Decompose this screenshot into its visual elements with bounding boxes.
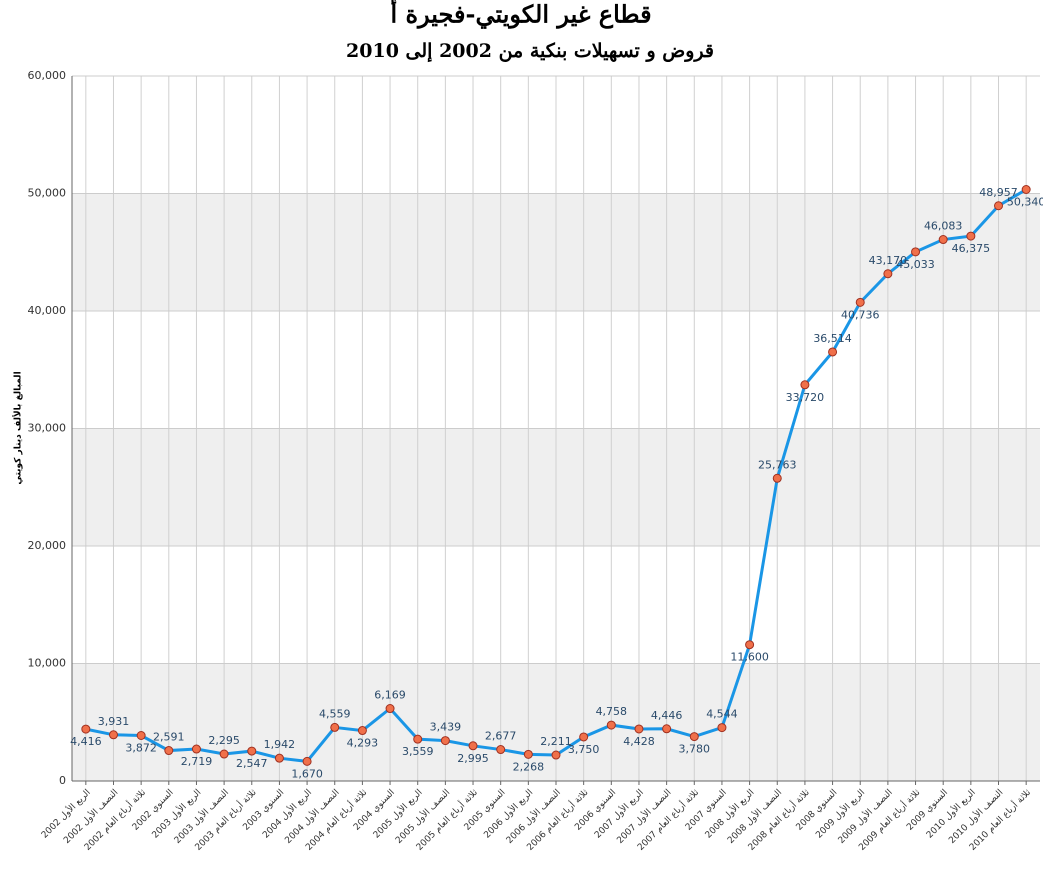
marker — [191, 744, 201, 754]
y-tick-label: 60,000 — [28, 69, 67, 82]
marker — [634, 724, 644, 734]
data-label: 25,763 — [758, 458, 797, 471]
marker — [966, 231, 976, 241]
x-tick-label: الربع الأول 2009 — [813, 786, 867, 840]
marker — [911, 247, 921, 257]
data-label: 2,547 — [236, 757, 268, 770]
data-label: 36,514 — [813, 332, 852, 345]
data-label: 40,736 — [841, 308, 880, 321]
data-label: 3,750 — [568, 743, 600, 756]
data-label: 2,268 — [513, 760, 545, 773]
data-label: 48,957 — [979, 186, 1018, 199]
x-tick-label: الربع الأول 2003 — [149, 786, 203, 840]
x-tick-label: الربع الأول 2005 — [370, 786, 424, 840]
chart-subtitle: قروض و تسهيلات بنكية من 2002 إلى 2010 — [346, 40, 714, 63]
data-label: 2,719 — [181, 755, 213, 768]
marker — [413, 734, 423, 744]
data-label: 2,995 — [457, 752, 489, 765]
marker — [302, 756, 312, 766]
marker — [828, 347, 838, 357]
data-label: 33,720 — [786, 391, 825, 404]
marker — [357, 726, 367, 736]
marker — [385, 704, 395, 714]
marker — [523, 749, 533, 759]
data-label: 2,677 — [485, 730, 517, 743]
data-label: 46,375 — [952, 242, 991, 255]
marker — [496, 745, 506, 755]
y-axis-label: المبالغ بالألف دينار كويتي — [12, 371, 24, 484]
data-label: 2,211 — [540, 735, 572, 748]
marker — [662, 724, 672, 734]
data-label: 4,559 — [319, 707, 351, 720]
data-label: 3,872 — [125, 742, 157, 755]
x-tick-label: الربع الأول 2002 — [39, 786, 93, 840]
data-label: 11,600 — [730, 651, 769, 664]
data-label: 2,591 — [153, 731, 185, 744]
x-tick-label: الربع الأول 2004 — [260, 786, 314, 840]
marker — [938, 235, 948, 245]
chart-title: قطاع غير الكويتي-فجيرة أ — [390, 0, 651, 30]
data-label: 45,033 — [896, 258, 935, 271]
marker — [136, 731, 146, 741]
marker — [247, 746, 257, 756]
data-label: 2,295 — [208, 734, 240, 747]
marker — [772, 473, 782, 483]
marker — [745, 640, 755, 650]
data-label: 4,446 — [651, 709, 683, 722]
marker — [800, 380, 810, 390]
y-tick-label: 40,000 — [28, 304, 67, 317]
data-label: 46,083 — [924, 220, 963, 233]
marker — [606, 720, 616, 730]
y-tick-label: 50,000 — [28, 187, 67, 200]
marker — [717, 723, 727, 733]
marker — [164, 746, 174, 756]
marker — [883, 269, 893, 279]
marker — [855, 297, 865, 307]
y-tick-label: 10,000 — [28, 657, 67, 670]
data-label: 50,340 — [1007, 196, 1043, 209]
data-label: 1,670 — [291, 767, 323, 780]
marker — [579, 732, 589, 742]
marker — [81, 724, 91, 734]
marker — [274, 753, 284, 763]
y-tick-label: 30,000 — [28, 422, 67, 435]
data-label: 43,170 — [869, 254, 908, 267]
marker — [551, 750, 561, 760]
data-label: 1,942 — [264, 738, 296, 751]
marker — [108, 730, 118, 740]
marker — [330, 722, 340, 732]
marker — [440, 736, 450, 746]
marker — [1021, 185, 1031, 195]
data-label: 3,559 — [402, 745, 434, 758]
data-label: 4,428 — [623, 735, 655, 748]
data-label: 4,544 — [706, 708, 738, 721]
data-label: 4,758 — [596, 705, 628, 718]
data-label: 4,293 — [347, 737, 379, 750]
x-tick-label: الربع الأول 2008 — [702, 786, 756, 840]
x-tick-label: الربع الأول 2006 — [481, 786, 535, 840]
y-tick-label: 0 — [59, 774, 66, 787]
marker — [994, 201, 1004, 211]
marker — [468, 741, 478, 751]
y-tick-label: 20,000 — [28, 539, 67, 552]
data-label: 3,439 — [430, 721, 462, 734]
marker — [219, 749, 229, 759]
data-label: 3,931 — [98, 715, 130, 728]
data-label: 6,169 — [374, 689, 406, 702]
marker — [689, 732, 699, 742]
x-tick-label: الربع الأول 2007 — [592, 786, 646, 840]
x-tick-label: الربع الأول 2010 — [924, 786, 978, 840]
data-label: 4,416 — [70, 735, 102, 748]
data-label: 3,780 — [679, 743, 711, 756]
